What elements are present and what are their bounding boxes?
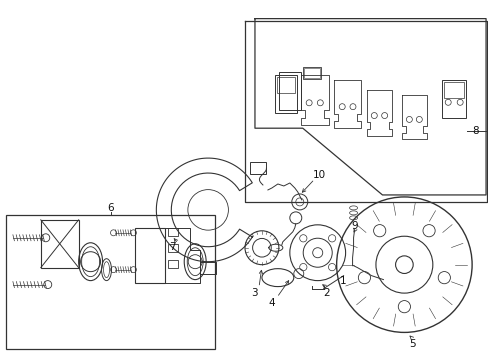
Text: 10: 10 xyxy=(312,170,325,180)
Text: 5: 5 xyxy=(408,339,415,349)
Bar xyxy=(278,72,300,110)
Bar xyxy=(276,77,294,93)
Bar xyxy=(303,68,319,78)
Bar xyxy=(302,67,320,80)
Bar xyxy=(41,220,79,268)
Text: 3: 3 xyxy=(251,288,258,298)
Bar xyxy=(274,75,296,113)
Text: 1: 1 xyxy=(340,276,346,285)
Text: 2: 2 xyxy=(323,288,329,298)
Bar xyxy=(168,228,178,236)
Text: 7: 7 xyxy=(169,242,175,252)
Text: 6: 6 xyxy=(107,203,114,213)
Bar xyxy=(6,215,215,349)
Bar xyxy=(249,162,265,174)
Bar xyxy=(443,82,463,98)
Text: 4: 4 xyxy=(268,297,275,307)
Text: 8: 8 xyxy=(471,126,477,136)
Bar xyxy=(168,260,178,268)
Bar xyxy=(441,80,465,118)
Text: 9: 9 xyxy=(350,221,357,231)
Bar xyxy=(168,244,178,252)
Bar xyxy=(135,228,165,283)
